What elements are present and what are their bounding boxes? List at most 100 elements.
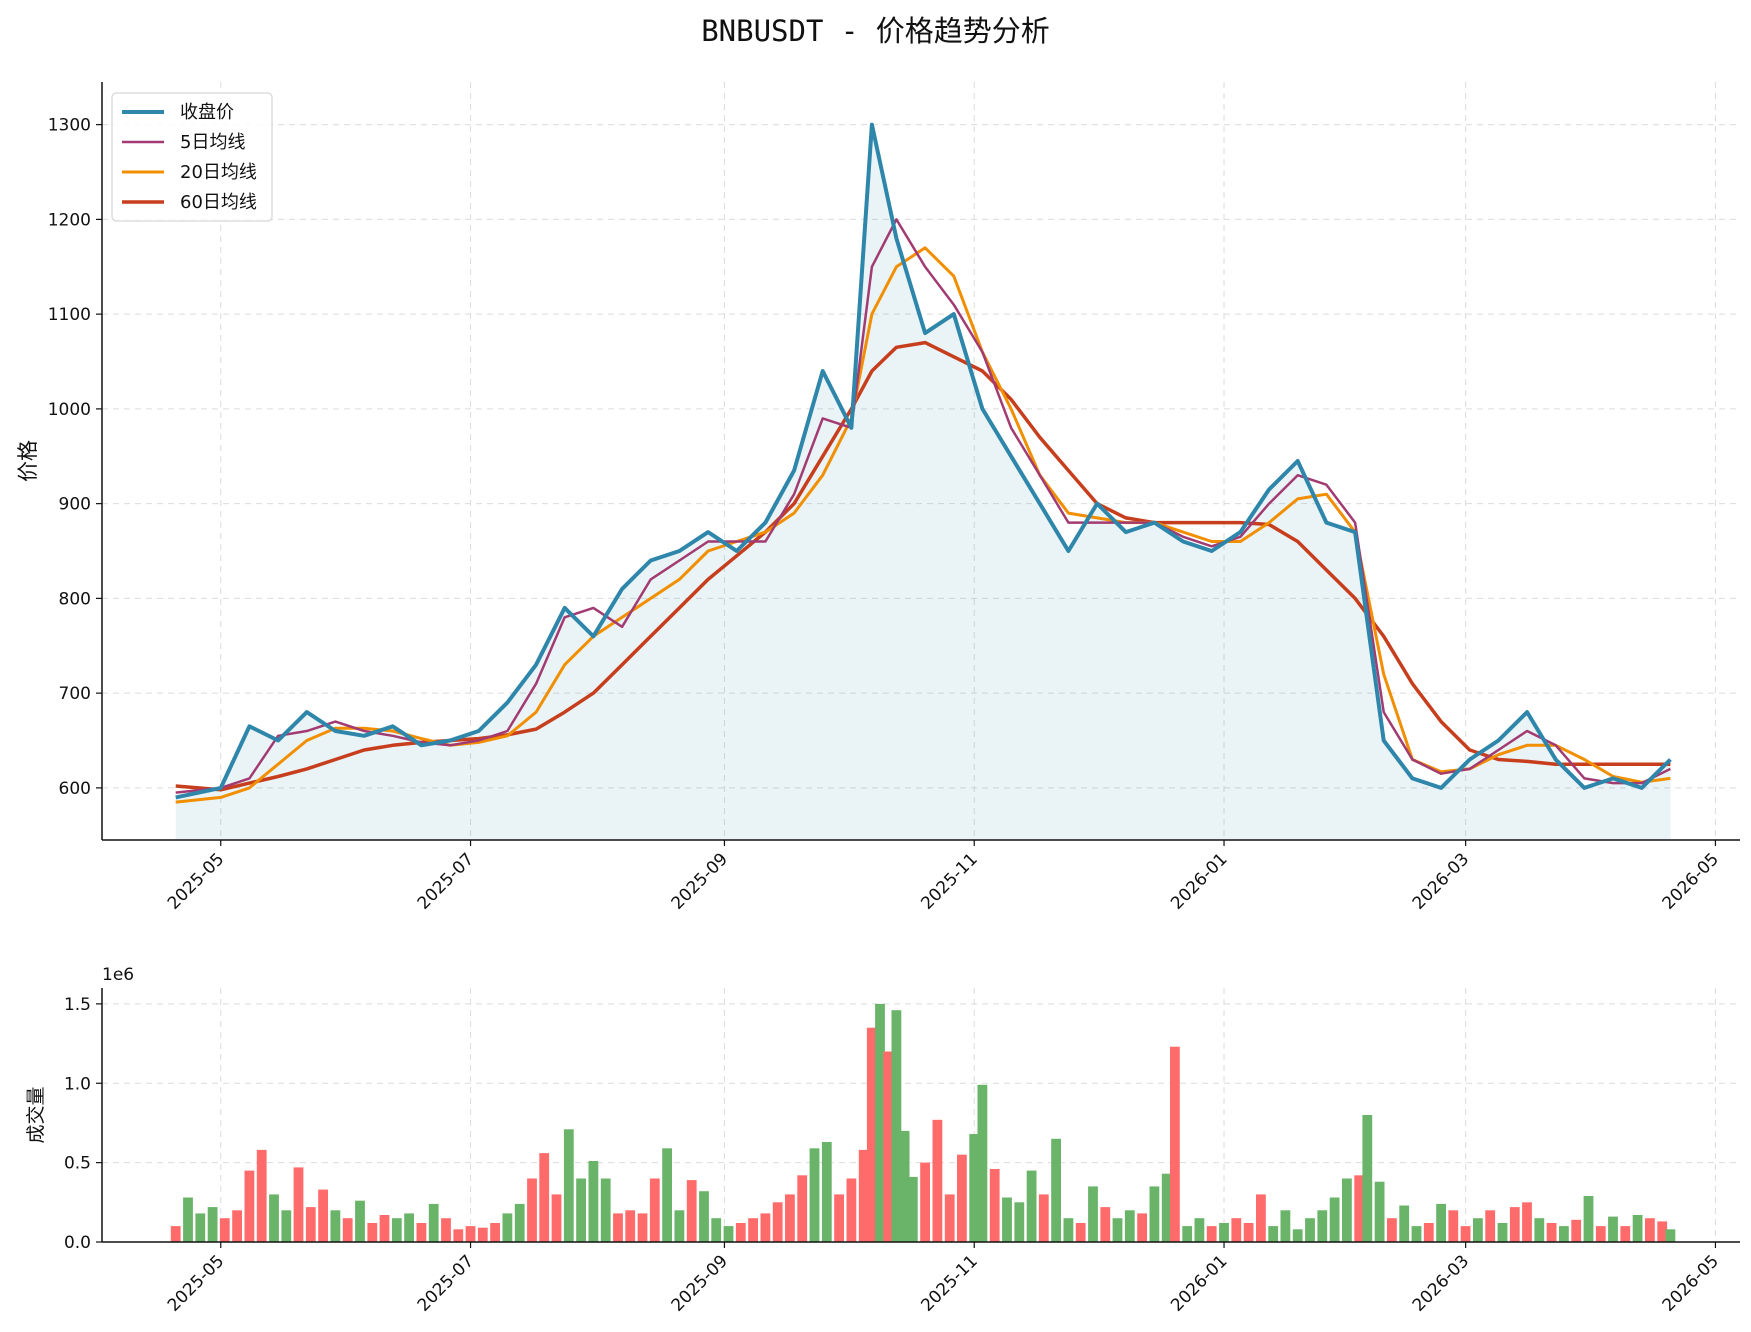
volume-bar [600,1178,611,1242]
volume-bar [662,1148,672,1242]
volume-bar [1317,1210,1328,1243]
volume-bar [1608,1216,1618,1242]
volume-bar [588,1161,599,1242]
volume-bar [1219,1223,1229,1242]
volume-bar [1170,1046,1180,1242]
volume-bar [1571,1219,1582,1242]
volume-bar [932,1119,943,1242]
volume-bar [907,1176,918,1242]
volume-bar [1595,1226,1606,1242]
volume-bar [1509,1207,1520,1242]
volume-bar [920,1162,930,1242]
volume-bar [735,1223,746,1242]
volume-bar [342,1218,353,1242]
volume-bar [625,1210,636,1243]
volume-bar [1231,1218,1242,1242]
volume-bar [1583,1196,1594,1242]
volume-bar [1645,1218,1655,1242]
volume-bar [1423,1223,1434,1242]
volume-bar [1329,1197,1340,1242]
price-y-tick-label: 1100 [48,305,91,325]
volume-bar [563,1129,574,1242]
series-line-0 [175,122,1672,800]
volume-bar [293,1167,304,1242]
volume-bar [1399,1205,1410,1242]
volume-bar [846,1178,857,1242]
volume-bar [183,1197,193,1242]
volume-bar [686,1180,697,1242]
volume-bar [989,1169,1000,1242]
volume-bar [1194,1218,1205,1242]
volume-bar [785,1194,795,1242]
volume-bar [367,1223,378,1242]
chart-title: BNBUSDT - 价格趋势分析 [701,14,1050,48]
volume-bar [699,1191,709,1242]
volume-bar [883,1051,894,1242]
volume-bar [1161,1173,1172,1242]
volume-bar [969,1134,980,1242]
volume-bar [195,1213,206,1242]
series-line-1 [175,218,1671,794]
volume-bar [514,1203,525,1242]
volume-bar [428,1203,439,1242]
volume-bar [821,1142,832,1242]
legend-label-0: 收盘价 [180,102,234,123]
volume-bar [944,1194,955,1242]
volume-bar [1002,1197,1012,1242]
volume-bar [1657,1221,1668,1242]
volume-bar [453,1229,464,1242]
volume-bar [391,1218,402,1242]
volume-bar [711,1218,722,1242]
volume-bar [1485,1210,1496,1243]
volume-bar [957,1154,967,1242]
volume-bar [748,1218,758,1242]
volume-bar [281,1210,292,1243]
legend-label-2: 20日均线 [180,162,257,183]
volume-bar [441,1218,451,1242]
volume-bar [649,1178,660,1242]
volume-bar [170,1226,181,1242]
volume-bar [477,1227,488,1242]
volume-bar [355,1200,365,1242]
price-y-tick-label: 700 [59,684,91,704]
volume-bar [1137,1213,1147,1242]
price-y-axis-label: 价格 [16,440,40,482]
volume-bar [977,1084,988,1242]
volume-bar [1206,1226,1217,1242]
volume-bar [1559,1226,1569,1242]
volume-bar [416,1223,427,1242]
volume-bar [490,1223,500,1242]
volume-bar [1374,1181,1385,1242]
volume-y-tick-label: 0.5 [64,1154,91,1174]
volume-bar [1280,1210,1291,1243]
volume-bar [232,1210,242,1243]
volume-y-tick-label: 1.5 [64,995,91,1015]
volume-bar [1305,1218,1315,1242]
volume-bar [269,1194,279,1242]
volume-x-tick-label: 2026-01 [1167,1251,1231,1315]
volume-bar [1088,1186,1098,1242]
volume-bar [1075,1223,1086,1242]
volume-bar [207,1207,218,1242]
volume-bar [1292,1229,1303,1242]
volume-bar [1665,1229,1676,1242]
price-x-tick-label: 2025-07 [414,849,478,913]
volume-bar [404,1213,414,1242]
volume-bar [1473,1218,1483,1242]
volume-bar [1497,1223,1508,1242]
price-y-tick-label: 600 [59,779,91,799]
volume-bar [379,1215,390,1242]
volume-bar [318,1189,328,1242]
price-x-tick-label: 2025-05 [164,849,228,913]
legend-label-3: 60日均线 [180,192,257,213]
volume-bar [1387,1218,1397,1242]
volume-bar [834,1194,844,1242]
volume-bar [1026,1170,1037,1242]
price-x-tick-label: 2026-03 [1409,849,1473,913]
volume-bar [1534,1218,1545,1242]
volume-bar [1124,1210,1135,1243]
volume-x-tick-label: 2026-03 [1409,1251,1473,1315]
volume-bar [527,1178,537,1242]
volume-x-tick-label: 2026-05 [1659,1251,1723,1315]
